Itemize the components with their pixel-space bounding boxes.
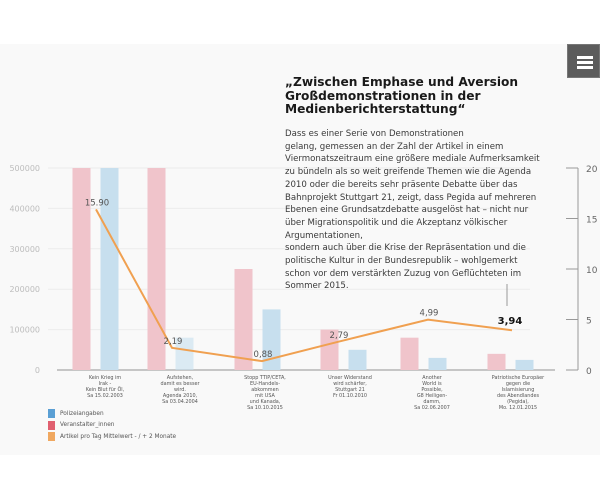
legend-label: Veranstalter_innen [60,422,115,429]
x-axis-tick-label: Kein Krieg im Irak - Kein Blut für Öl, S… [85,375,125,399]
bar-veranstalter [234,269,253,370]
x-axis-tick-label: Unser Widerstand wird schärfer, Stuttgar… [328,375,372,399]
article-body-line: Viermonatszeitraum eine größere mediale … [285,154,540,165]
x-axis-tick-label: Patriotische Europäer gegen die Islamisi… [491,375,545,411]
y2-axis-tick-label: 20 [586,165,598,175]
bar-polizei [348,349,367,370]
x-axis-tick-label: Aufstehen, damit es besser wird. Agenda … [160,375,200,405]
article-body-line: über Migrationspolitik und die Akzeptanz… [285,217,508,228]
menu-button[interactable] [567,44,600,78]
article-body-line: Bahnprojekt Stuttgart 21, zeigt, dass Pe… [285,192,537,203]
article-body-line: politische Kultur in der Bundesrepublik … [285,256,518,267]
bar-polizei [515,359,534,370]
y2-axis-tick-label: 5 [586,317,592,327]
article-body-line: gelang, gemessen an der Zahl der Artikel… [285,141,504,152]
legend-swatch-veranstalter [48,420,55,430]
article-body-line: Ebenen eine Grundsatzdebatte ausgelöst h… [285,205,529,216]
content-panel [0,44,600,455]
y2-axis-tick-label: 10 [586,266,598,276]
y-axis-tick-label: 500000 [9,164,40,173]
legend-swatch-artikel [48,432,55,442]
legend-item: Veranstalter_innen [48,420,176,432]
bar-polizei [175,337,194,370]
line-data-label: 0,88 [254,350,273,360]
article-body-line: Dass es einer Serie von Demonstrationen [285,129,464,139]
y-axis-tick-label: 400000 [9,204,40,213]
article-headline: „Zwischen Emphase und Aversion Großdemon… [285,75,519,116]
y2-axis-tick-label: 15 [586,216,597,226]
legend-label: Polizeiangaben [60,410,104,417]
legend: Polizeiangaben Veranstalter_innen Artike… [48,408,176,443]
y-axis-tick-label: 200000 [9,285,40,294]
y2-axis-tick-label: 0 [586,367,592,377]
y-axis-tick-label: 0 [35,366,40,375]
line-data-label: 2,79 [330,331,349,341]
line-data-label: 15.90 [85,198,109,208]
article-body-line: Sommer 2015. [285,281,349,292]
article-body: Dass es einer Serie von Demonstrationen g… [285,128,555,293]
bar-polizei [262,309,281,370]
legend-swatch-polizei [48,409,55,419]
line-artikel [95,208,513,363]
article-body-line: 2010 oder die bereits sehr präsente Deba… [285,179,518,190]
article-body-line: sondern auch über die Krise der Repräsen… [285,243,526,254]
line-data-label: 2,19 [164,337,183,347]
legend-label: Artikel pro Tag Mittelwert - / + 2 Monat… [60,433,177,440]
x-axis-tick-label: Another World is Possible, G8 Heiligen- … [414,375,450,411]
x-axis-tick-label: Stopp TTIP/CETA, EU-Handels- abkommen mi… [244,375,286,411]
y-axis-tick-label: 300000 [9,245,40,254]
legend-item: Artikel pro Tag Mittelwert - / + 2 Monat… [48,431,176,443]
line-data-label: 4,99 [420,309,439,319]
article-body-line: zu bündeln als so weit greifende Themen … [285,167,532,178]
bar-veranstalter [72,168,91,370]
article-body-line: schon vor dem verstärkten Zuzug von Gefl… [285,268,522,279]
article-body-line: Argumentationen, [285,230,363,241]
legend-item: Polizeiangaben [48,408,176,420]
y-axis-tick-label: 100000 [9,326,40,335]
bar-veranstalter [147,168,166,370]
line-data-label: 3,94 [498,316,523,327]
bar-polizei [428,357,447,370]
bar-veranstalter [487,353,506,370]
bar-veranstalter [400,337,419,370]
bar-polizei [100,168,119,370]
bar-veranstalter [320,329,339,370]
